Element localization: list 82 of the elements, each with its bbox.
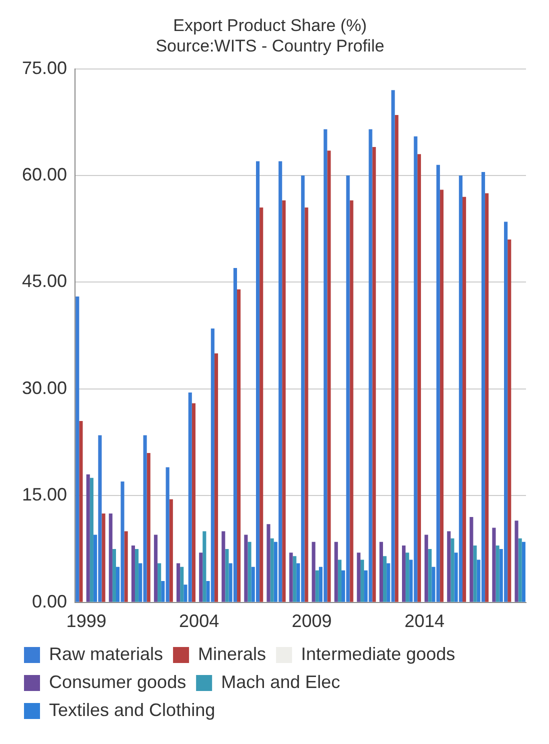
legend-label: Mach and Elec xyxy=(221,672,340,692)
bar xyxy=(146,452,150,602)
x-tick-label: 2009 xyxy=(292,611,332,632)
y-tick-label: 45.00 xyxy=(22,271,68,292)
bar xyxy=(406,552,410,602)
bar xyxy=(289,552,293,602)
legend-label: Minerals xyxy=(198,644,266,664)
bar xyxy=(76,296,80,602)
x-tick-label: 2004 xyxy=(179,611,220,632)
bar xyxy=(518,538,522,602)
bar xyxy=(356,552,360,602)
bar xyxy=(124,531,128,602)
legend-label: Consumer goods xyxy=(49,672,186,692)
bar xyxy=(522,542,526,602)
bar xyxy=(192,403,196,602)
bar xyxy=(176,563,180,602)
y-tick-label: 60.00 xyxy=(22,164,68,184)
bar xyxy=(270,538,274,602)
bar xyxy=(222,531,226,602)
bar xyxy=(158,563,162,602)
bar xyxy=(282,200,286,602)
bar xyxy=(315,570,319,602)
bar xyxy=(237,289,241,602)
bar xyxy=(134,549,139,602)
bar xyxy=(394,115,398,602)
chart-title: Export Product Share (%) xyxy=(173,16,367,35)
bar xyxy=(372,147,376,602)
bar xyxy=(450,538,454,602)
x-tick-label: 2014 xyxy=(404,611,445,632)
legend-label: Textiles and Clothing xyxy=(49,700,216,720)
bar xyxy=(131,545,135,602)
bar xyxy=(260,208,264,602)
bar xyxy=(470,517,474,602)
bar xyxy=(304,208,308,602)
bar xyxy=(428,549,432,602)
bar xyxy=(112,549,116,602)
bar xyxy=(350,200,354,602)
bar xyxy=(379,542,384,602)
bar xyxy=(79,420,83,602)
bar xyxy=(514,520,518,602)
legend-label: Intermediate goods xyxy=(301,644,456,664)
bar xyxy=(402,545,406,602)
bar xyxy=(312,542,316,602)
bar xyxy=(473,545,477,602)
bar xyxy=(492,528,496,602)
bar xyxy=(248,542,252,602)
bar xyxy=(202,531,206,602)
bar xyxy=(108,513,112,602)
bar xyxy=(424,534,428,602)
bar xyxy=(244,534,248,602)
bar xyxy=(180,566,184,602)
bar xyxy=(481,172,486,602)
y-tick-label: 0.00 xyxy=(32,591,68,612)
bar xyxy=(266,524,270,602)
y-tick-label: 30.00 xyxy=(22,378,68,398)
bar xyxy=(462,196,466,602)
bar xyxy=(485,193,489,602)
chart-subtitle: Source:WITS - Country Profile xyxy=(156,36,384,56)
bar xyxy=(327,150,331,602)
y-tick-label: 15.00 xyxy=(22,484,68,505)
bar xyxy=(447,531,451,602)
bar xyxy=(199,552,203,602)
bar xyxy=(508,240,512,602)
bar xyxy=(338,560,342,602)
bar xyxy=(334,542,338,602)
bar xyxy=(154,534,158,602)
bar xyxy=(169,499,173,602)
bar xyxy=(102,513,106,602)
bar xyxy=(86,474,90,602)
bar xyxy=(214,353,218,602)
bar xyxy=(360,560,364,602)
bar xyxy=(496,545,500,602)
bar xyxy=(417,154,421,602)
bar xyxy=(292,556,296,602)
bar xyxy=(440,190,444,602)
bar xyxy=(383,556,387,602)
x-tick-label: 1999 xyxy=(66,611,106,632)
bar xyxy=(90,478,94,602)
bar xyxy=(256,161,260,602)
legend-label: Raw materials xyxy=(49,644,164,664)
y-tick-label: 75.00 xyxy=(22,58,68,78)
bar xyxy=(225,549,229,602)
